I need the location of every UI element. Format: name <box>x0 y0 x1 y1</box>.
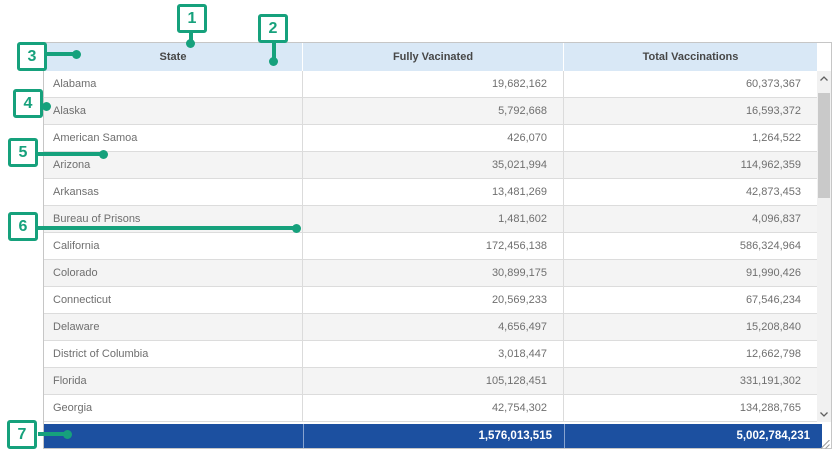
annotation-number: 1 <box>177 4 207 33</box>
scroll-up-icon[interactable] <box>817 71 831 86</box>
state-cell[interactable]: Connecticut <box>44 287 303 313</box>
total-vaccinations-cell[interactable]: 114,962,359 <box>740 159 801 171</box>
fully-vacinated-cell[interactable]: 5,792,668 <box>303 98 564 124</box>
fully-vacinated-cell[interactable]: 4,656,497 <box>303 314 564 340</box>
state-cell[interactable]: American Samoa <box>44 125 303 151</box>
state-cell[interactable]: Alabama <box>44 71 303 97</box>
state-cell[interactable]: Florida <box>44 368 303 394</box>
table-row[interactable]: Florida 105,128,451 331,191,302 <box>44 368 817 395</box>
total-vaccinations-cell[interactable]: 15,208,840 <box>745 321 801 333</box>
state-cell[interactable]: Alaska <box>44 98 303 124</box>
fully-vacinated-cell[interactable]: 172,456,138 <box>303 233 564 259</box>
total-vaccinations-cell[interactable]: 12,662,798 <box>745 348 801 360</box>
list-table: State Fully Vacinated Total Vaccinations… <box>43 42 832 449</box>
annotation-number: 5 <box>8 138 38 167</box>
fully-vacinated-cell[interactable]: 20,569,233 <box>303 287 564 313</box>
resize-grip-icon[interactable] <box>820 436 830 449</box>
total-vaccinations-cell[interactable]: 60,373,367 <box>745 78 801 90</box>
total-vaccinations-cell[interactable]: 4,096,837 <box>752 213 801 225</box>
totals-state-cell <box>44 424 303 448</box>
fully-vacinated-cell[interactable]: 105,128,451 <box>303 368 564 394</box>
fully-vacinated-cell[interactable]: 13,481,269 <box>303 179 564 205</box>
table-row[interactable]: Arizona 35,021,994 114,962,359 <box>44 152 817 179</box>
annotation-number: 4 <box>13 89 43 118</box>
totals-row: 1,576,013,515 5,002,784,231 <box>44 424 822 448</box>
scrollbar-thumb[interactable] <box>818 93 830 198</box>
column-header-fully-vacinated[interactable]: Fully Vacinated <box>303 43 564 71</box>
total-vaccinations-cell[interactable]: 134,288,765 <box>739 402 801 414</box>
fully-vacinated-cell[interactable]: 3,018,447 <box>303 341 564 367</box>
state-cell[interactable]: Bureau of Prisons <box>44 206 303 232</box>
fully-vacinated-cell[interactable]: 42,754,302 <box>303 395 564 421</box>
table-row[interactable]: Bureau of Prisons 1,481,602 4,096,837 <box>44 206 817 233</box>
total-vaccinations-cell[interactable]: 1,264,522 <box>752 132 801 144</box>
table-row[interactable]: American Samoa 426,070 1,264,522 <box>44 125 817 152</box>
total-vaccinations-cell[interactable]: 586,324,964 <box>739 240 801 252</box>
state-cell[interactable]: Arkansas <box>44 179 303 205</box>
annotation-number: 7 <box>7 420 37 449</box>
table-body: Alabama 19,682,162 60,373,367 Alaska 5,7… <box>44 71 817 422</box>
state-cell[interactable]: District of Columbia <box>44 341 303 367</box>
totals-total-vaccinations-cell: 5,002,784,231 <box>564 424 822 448</box>
table-row[interactable]: Alabama 19,682,162 60,373,367 <box>44 71 817 98</box>
annotation-number: 2 <box>258 14 288 43</box>
totals-fully-vacinated-cell: 1,576,013,515 <box>303 424 564 448</box>
total-vaccinations-cell[interactable]: 67,546,234 <box>745 294 801 306</box>
annotation-connector-line <box>189 33 193 42</box>
table-row[interactable]: Connecticut 20,569,233 67,546,234 <box>44 287 817 314</box>
table-header-row: State Fully Vacinated Total Vaccinations <box>44 43 831 71</box>
column-header-state[interactable]: State <box>44 43 303 71</box>
table-row[interactable]: District of Columbia 3,018,447 12,662,79… <box>44 341 817 368</box>
table-row[interactable]: Georgia 42,754,302 134,288,765 <box>44 395 817 422</box>
state-cell[interactable]: Colorado <box>44 260 303 286</box>
table-row[interactable]: Colorado 30,899,175 91,990,426 <box>44 260 817 287</box>
state-cell[interactable]: California <box>44 233 303 259</box>
total-row-separator <box>44 422 831 424</box>
state-cell[interactable]: Delaware <box>44 314 303 340</box>
table-row[interactable]: Alaska 5,792,668 16,593,372 <box>44 98 817 125</box>
total-vaccinations-cell[interactable]: 42,873,453 <box>745 186 801 198</box>
total-vaccinations-cell[interactable]: 91,990,426 <box>745 267 801 279</box>
vertical-scrollbar[interactable] <box>817 71 831 422</box>
fully-vacinated-cell[interactable]: 426,070 <box>303 125 564 151</box>
table-row[interactable]: Arkansas 13,481,269 42,873,453 <box>44 179 817 206</box>
fully-vacinated-cell[interactable]: 30,899,175 <box>303 260 564 286</box>
table-body-area: Alabama 19,682,162 60,373,367 Alaska 5,7… <box>44 71 831 422</box>
header-scrollbar-corner <box>817 43 831 71</box>
table-row[interactable]: Delaware 4,656,497 15,208,840 <box>44 314 817 341</box>
table-row[interactable]: California 172,456,138 586,324,964 <box>44 233 817 260</box>
fully-vacinated-cell[interactable]: 35,021,994 <box>303 152 564 178</box>
annotation-number: 6 <box>8 212 38 241</box>
fully-vacinated-cell[interactable]: 1,481,602 <box>303 206 564 232</box>
scroll-down-icon[interactable] <box>817 407 831 422</box>
column-header-total-vaccinations[interactable]: Total Vaccinations <box>564 43 817 71</box>
state-cell[interactable]: Georgia <box>44 395 303 421</box>
total-vaccinations-cell[interactable]: 16,593,372 <box>745 105 801 117</box>
fully-vacinated-cell[interactable]: 19,682,162 <box>303 71 564 97</box>
state-cell[interactable]: Arizona <box>44 152 303 178</box>
total-vaccinations-cell[interactable]: 331,191,302 <box>739 375 801 387</box>
